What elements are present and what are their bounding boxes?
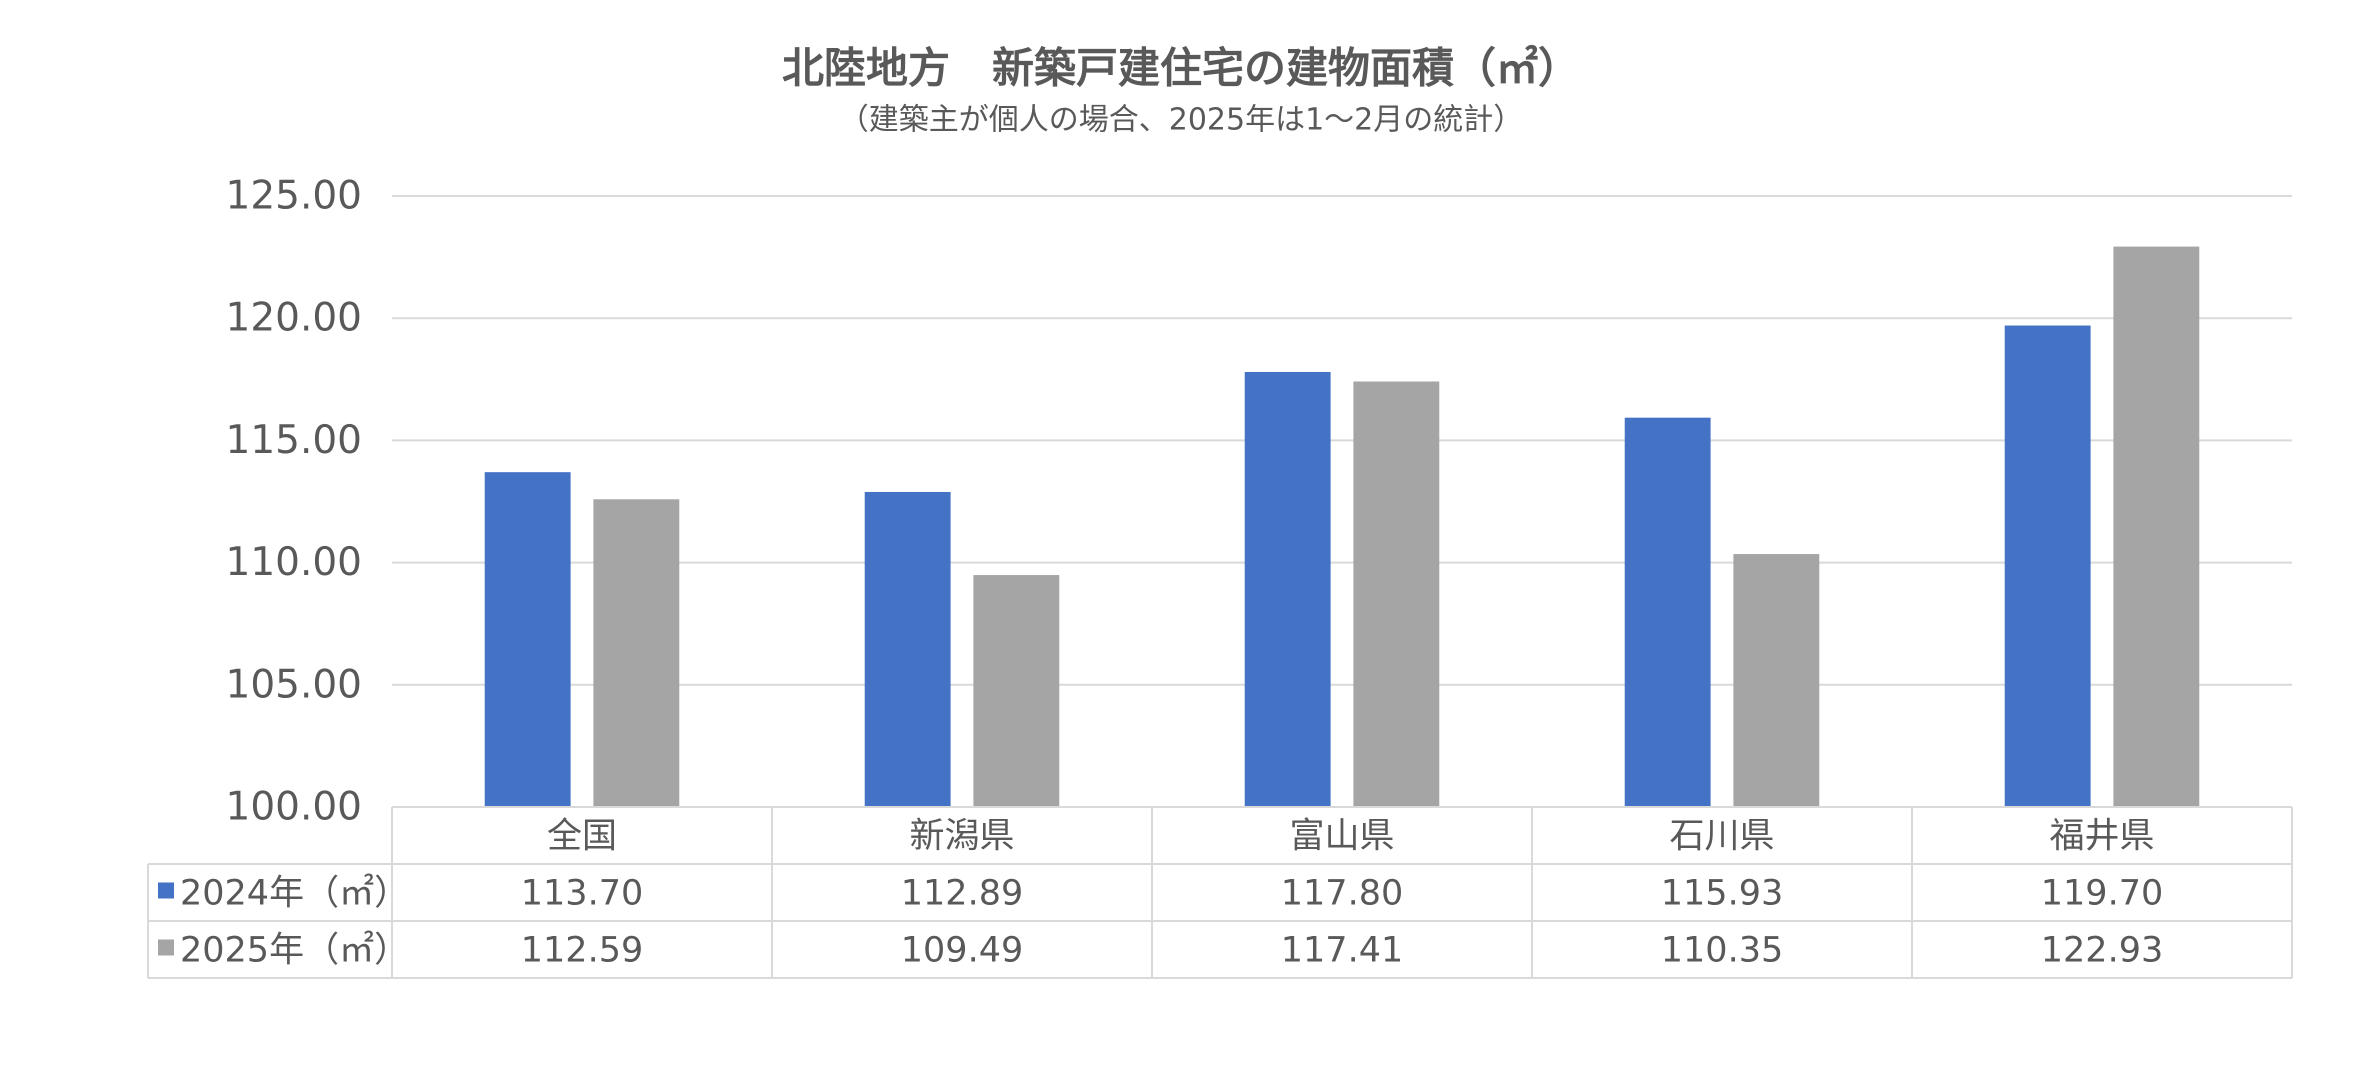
data-table-value: 112.89 (901, 874, 1023, 914)
bar (1244, 371, 1331, 807)
data-table-value: 122.93 (2041, 931, 2163, 971)
legend-swatch (158, 882, 174, 899)
chart-subtitle: （建築主が個人の場合、2025年は1～2月の統計） (839, 103, 1524, 138)
chart-title: 北陸地方 新築戸建住宅の建物面積（㎡） (782, 44, 1580, 93)
y-tick-label: 110.00 (226, 540, 362, 585)
y-tick-label: 115.00 (226, 418, 362, 463)
bar (2004, 325, 2091, 807)
x-tick-label: 石川県 (1669, 817, 1774, 857)
data-table-value: 113.70 (521, 874, 643, 914)
data-table-value: 117.80 (1281, 874, 1403, 914)
bar (973, 575, 1060, 807)
legend-swatch (158, 939, 174, 956)
data-table-value: 112.59 (521, 931, 643, 971)
x-tick-label: 新潟県 (909, 817, 1014, 857)
bar (1733, 554, 1820, 807)
bar (864, 491, 951, 807)
legend-label: 2025年（㎡） (180, 930, 409, 971)
data-table-value: 117.41 (1281, 931, 1403, 971)
y-tick-label: 105.00 (226, 662, 362, 707)
y-tick-label: 125.00 (226, 174, 362, 219)
data-table-value: 109.49 (901, 931, 1023, 971)
data-table-value: 110.35 (1661, 931, 1783, 971)
y-tick-label: 100.00 (226, 785, 362, 830)
data-table-value: 119.70 (2041, 874, 2163, 914)
x-tick-label: 富山県 (1289, 817, 1394, 857)
legend-label: 2024年（㎡） (180, 873, 409, 914)
bar (1624, 417, 1711, 807)
x-tick-label: 全国 (547, 817, 617, 857)
bar (2113, 246, 2200, 807)
bar (484, 472, 571, 807)
y-tick-label: 120.00 (226, 296, 362, 341)
bar (593, 499, 680, 807)
data-table-value: 115.93 (1661, 874, 1783, 914)
x-tick-label: 福井県 (2049, 817, 2154, 857)
bar (1353, 381, 1440, 807)
